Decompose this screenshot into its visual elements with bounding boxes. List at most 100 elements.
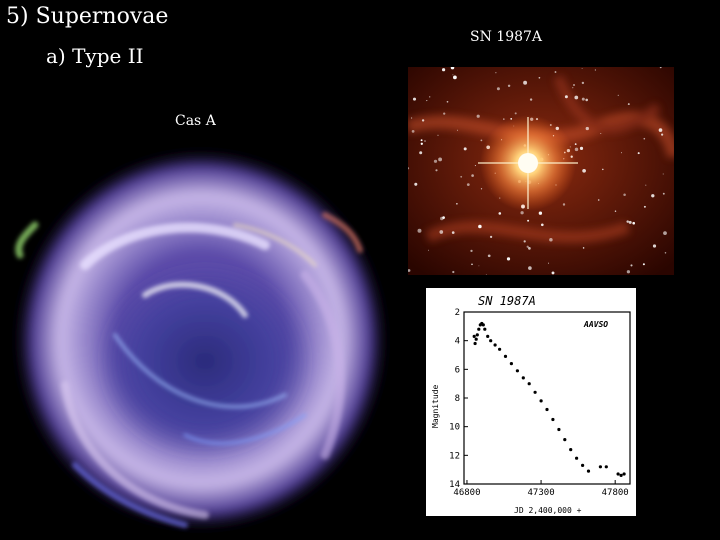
y-tick-label: 12 [449,451,460,461]
star [643,137,646,140]
star [411,130,415,133]
star [419,151,423,155]
data-point [533,390,537,394]
data-point [557,427,561,432]
star [426,100,428,102]
star [478,265,480,267]
star [439,230,444,234]
star [643,205,646,208]
sn1987a-label: SN 1987A [470,29,543,45]
data-point [563,438,567,442]
star [529,98,533,101]
star [487,254,491,258]
cas-a-image [13,148,389,532]
star [507,84,511,88]
star [429,96,431,98]
star [658,128,663,132]
star [442,216,445,219]
plot-frame [463,311,631,485]
sn1987a-light-curve: SN 1987A AAVSO Magnitude JD 2,400,000 + … [426,288,636,516]
star [435,169,438,172]
star [594,69,597,71]
star [574,143,577,145]
star [574,147,579,152]
star [564,95,568,99]
star [424,140,426,142]
star [574,95,579,100]
data-point [551,417,555,422]
star [662,192,665,195]
data-point [586,469,591,473]
star [463,147,467,151]
y-tick-label: 2 [455,308,460,318]
star [408,167,410,170]
y-axis-label: Magnitude [431,384,440,428]
star [547,262,550,264]
star [471,174,474,177]
data-point [474,337,478,341]
star [572,87,574,89]
star [480,188,483,190]
data-point [515,369,519,373]
star [421,119,425,122]
y-tick-label: 8 [455,394,460,404]
x-axis-label: JD 2,400,000 + [514,506,582,515]
x-tick-label: 47300 [528,488,555,498]
data-point [622,472,626,476]
star [420,142,423,145]
star [664,252,667,254]
data-point [481,323,485,327]
data-point [619,473,623,477]
star [420,139,423,142]
star [627,103,630,106]
star [470,249,473,253]
star [411,117,413,119]
data-point [473,341,477,346]
star [659,67,662,69]
star [478,224,482,229]
star [523,80,528,85]
data-point [509,362,513,366]
star [600,133,602,134]
star [626,270,631,274]
star [474,165,476,167]
star [498,212,502,215]
star [506,257,511,261]
star [451,231,455,234]
star [620,152,623,154]
data-point [527,382,531,386]
star [623,193,626,197]
star [489,235,493,239]
star [485,274,487,275]
star [562,203,566,206]
casa-label: Cas A [175,113,216,129]
star [466,183,470,186]
star [551,271,555,275]
data-point [569,448,573,452]
star [549,238,553,242]
star [437,134,439,136]
data-point [616,472,620,476]
slide-subtitle: a) Type II [46,44,144,68]
star [651,194,655,198]
data-point [489,339,493,343]
star [582,168,586,173]
star [642,263,645,266]
data-point [521,376,525,380]
data-point [493,343,497,347]
star [626,220,629,223]
star [480,139,483,142]
star [514,112,517,115]
chart-title: SN 1987A [478,294,536,308]
star [446,100,449,103]
data-point [477,327,481,331]
data-point [503,354,508,358]
star [538,211,543,215]
data-point [498,347,502,351]
star [523,240,526,243]
star [443,112,446,115]
star [417,228,422,233]
star [617,94,619,97]
star [579,146,584,150]
star [427,249,430,251]
